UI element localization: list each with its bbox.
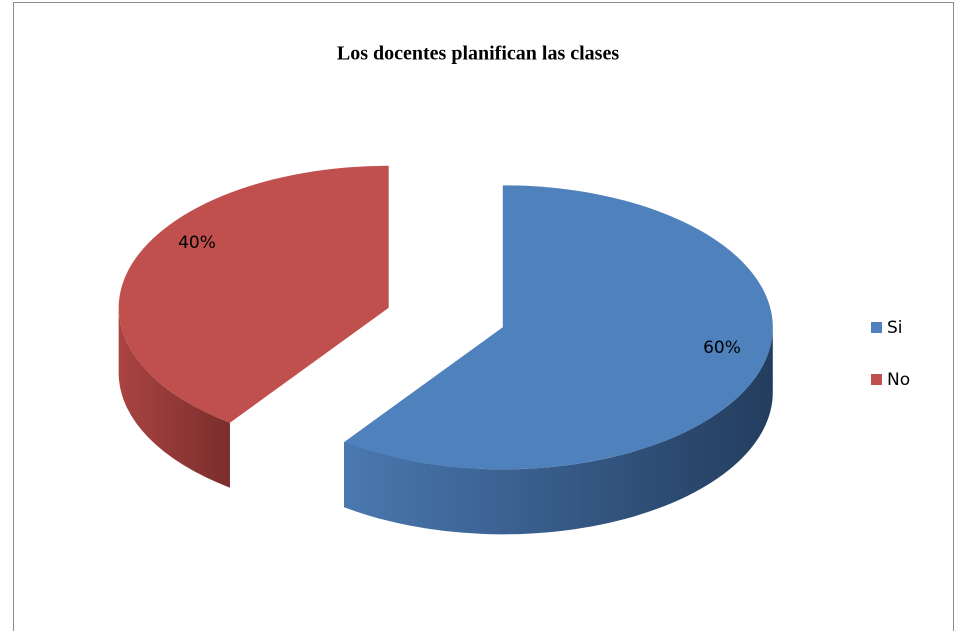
slice [118, 165, 389, 423]
slice [344, 185, 773, 470]
data-label: 60% [703, 338, 741, 358]
legend-label: No [887, 370, 910, 390]
legend: Si No [871, 318, 910, 390]
data-label: 40% [178, 233, 216, 253]
legend-label: Si [887, 318, 903, 338]
chart-title: Los docentes planifican las clases [337, 43, 619, 65]
legend-swatch [871, 374, 882, 385]
slice-side [344, 327, 773, 535]
slice-side [118, 307, 230, 488]
legend-swatch [871, 322, 882, 333]
plot-area: 60% 40% [118, 165, 773, 535]
